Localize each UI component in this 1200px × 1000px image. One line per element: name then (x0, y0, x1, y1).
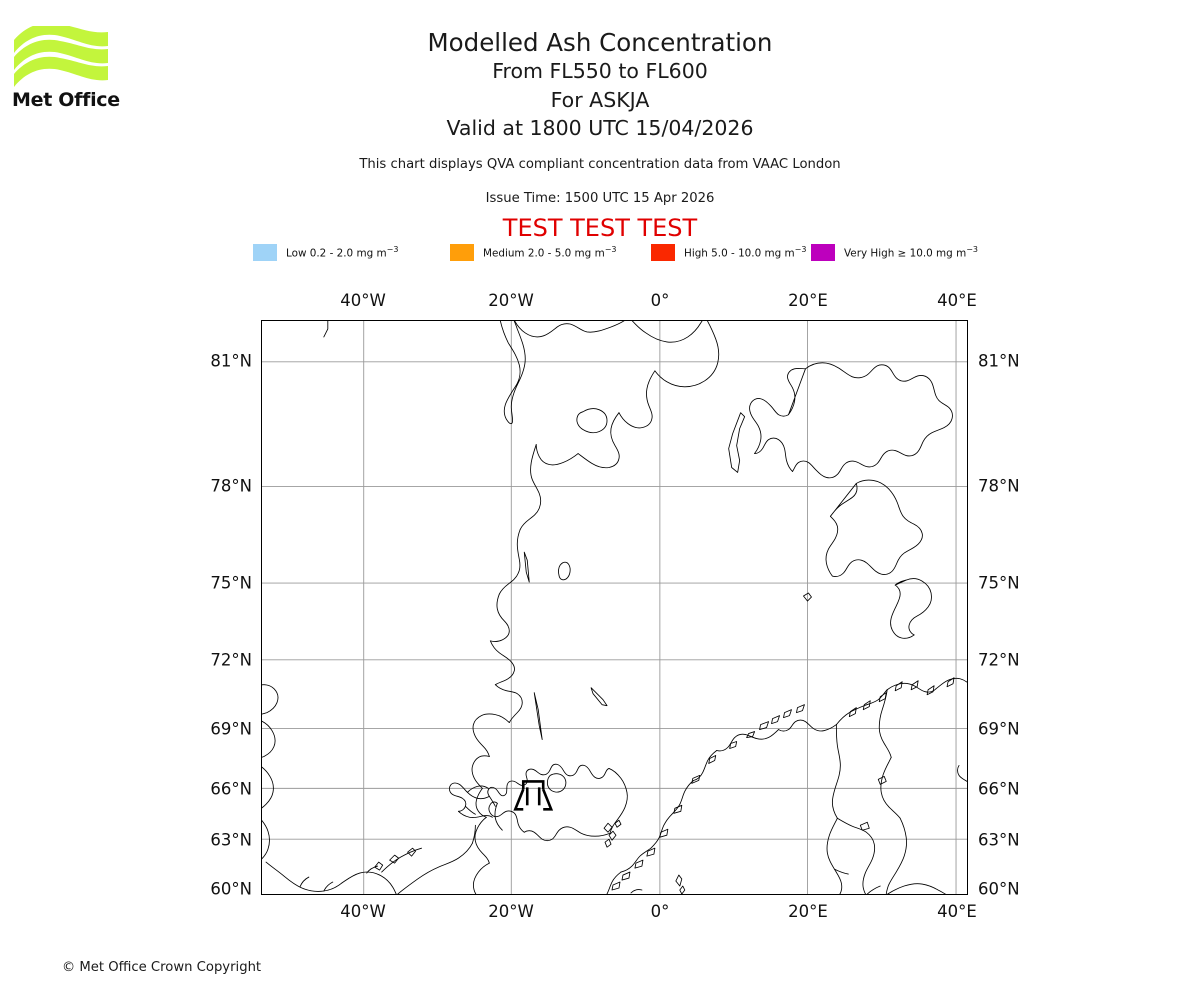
volcano-name-subtitle: For ASKJA (550, 87, 650, 112)
legend-label-3: Very High ≥ 10.0 mg m−3 (844, 244, 978, 260)
lon-tick-top-0: 40°W (340, 291, 386, 310)
lon-tick-top-1: 20°W (488, 291, 534, 310)
met-office-logo-text: Met Office (12, 89, 120, 111)
legend-item-0: Low 0.2 - 2.0 mg m−3 (253, 243, 398, 261)
lon-tick-top-3: 20°E (788, 291, 828, 310)
lat-tick-left-5: 66°N (210, 779, 252, 799)
lon-tick-bottom-0: 40°W (340, 902, 386, 921)
lat-tick-left-4: 69°N (210, 719, 252, 739)
legend-item-2: High 5.0 - 10.0 mg m−3 (651, 243, 806, 261)
lat-tick-left-1: 78°N (210, 476, 252, 496)
legend-item-3: Very High ≥ 10.0 mg m−3 (811, 243, 978, 261)
lon-tick-bottom-4: 40°E (937, 902, 977, 921)
lat-tick-left-3: 72°N (210, 650, 252, 670)
lat-tick-right-4: 69°N (978, 719, 1020, 739)
qva-strapline: This chart displays QVA compliant concen… (359, 157, 841, 172)
legend-swatch-2 (651, 243, 675, 261)
lat-tick-right-2: 75°N (978, 573, 1020, 593)
lon-tick-bottom-2: 0° (650, 902, 670, 921)
legend-swatch-1 (450, 243, 474, 261)
lat-tick-right-0: 81°N (978, 351, 1020, 371)
legend-item-1: Medium 2.0 - 5.0 mg m−3 (450, 243, 617, 261)
legend-swatch-3 (811, 243, 835, 261)
copyright-notice: © Met Office Crown Copyright (62, 960, 262, 975)
lat-tick-right-1: 78°N (978, 476, 1020, 496)
lon-tick-bottom-3: 20°E (788, 902, 828, 921)
chart-title-block: Modelled Ash Concentration From FL550 to… (130, 28, 1070, 143)
volcano-marker-askja (513, 780, 554, 811)
test-banner: TEST TEST TEST (502, 214, 698, 242)
lat-tick-left-7: 60°N (210, 879, 252, 899)
map-canvas (262, 321, 967, 894)
lon-tick-top-4: 40°E (937, 291, 977, 310)
lat-tick-left-2: 75°N (210, 573, 252, 593)
map-gridlines (262, 321, 967, 894)
page-title: Modelled Ash Concentration (427, 28, 773, 57)
lat-tick-right-3: 72°N (978, 650, 1020, 670)
lat-tick-right-5: 66°N (978, 779, 1020, 799)
lat-tick-right-7: 60°N (978, 879, 1020, 899)
legend-label-0: Low 0.2 - 2.0 mg m−3 (286, 244, 399, 260)
lon-tick-bottom-1: 20°W (488, 902, 534, 921)
lat-tick-right-6: 63°N (978, 830, 1020, 850)
concentration-legend: Low 0.2 - 2.0 mg m−3 Medium 2.0 - 5.0 mg … (253, 243, 983, 261)
map-plot-area[interactable] (261, 320, 968, 895)
legend-label-2: High 5.0 - 10.0 mg m−3 (684, 244, 807, 260)
legend-swatch-0 (253, 243, 277, 261)
met-office-logo-mark (14, 26, 108, 87)
legend-label-1: Medium 2.0 - 5.0 mg m−3 (483, 244, 617, 260)
lat-tick-left-6: 63°N (210, 830, 252, 850)
lat-tick-left-0: 81°N (210, 351, 252, 371)
lon-tick-top-2: 0° (650, 291, 670, 310)
flight-level-subtitle: From FL550 to FL600 (492, 59, 708, 83)
valid-time-subtitle: Valid at 1800 UTC 15/04/2026 (446, 116, 754, 140)
issue-time-text: Issue Time: 1500 UTC 15 Apr 2026 (485, 191, 715, 206)
met-office-logo: Met Office (12, 26, 122, 116)
coastlines (262, 321, 967, 894)
